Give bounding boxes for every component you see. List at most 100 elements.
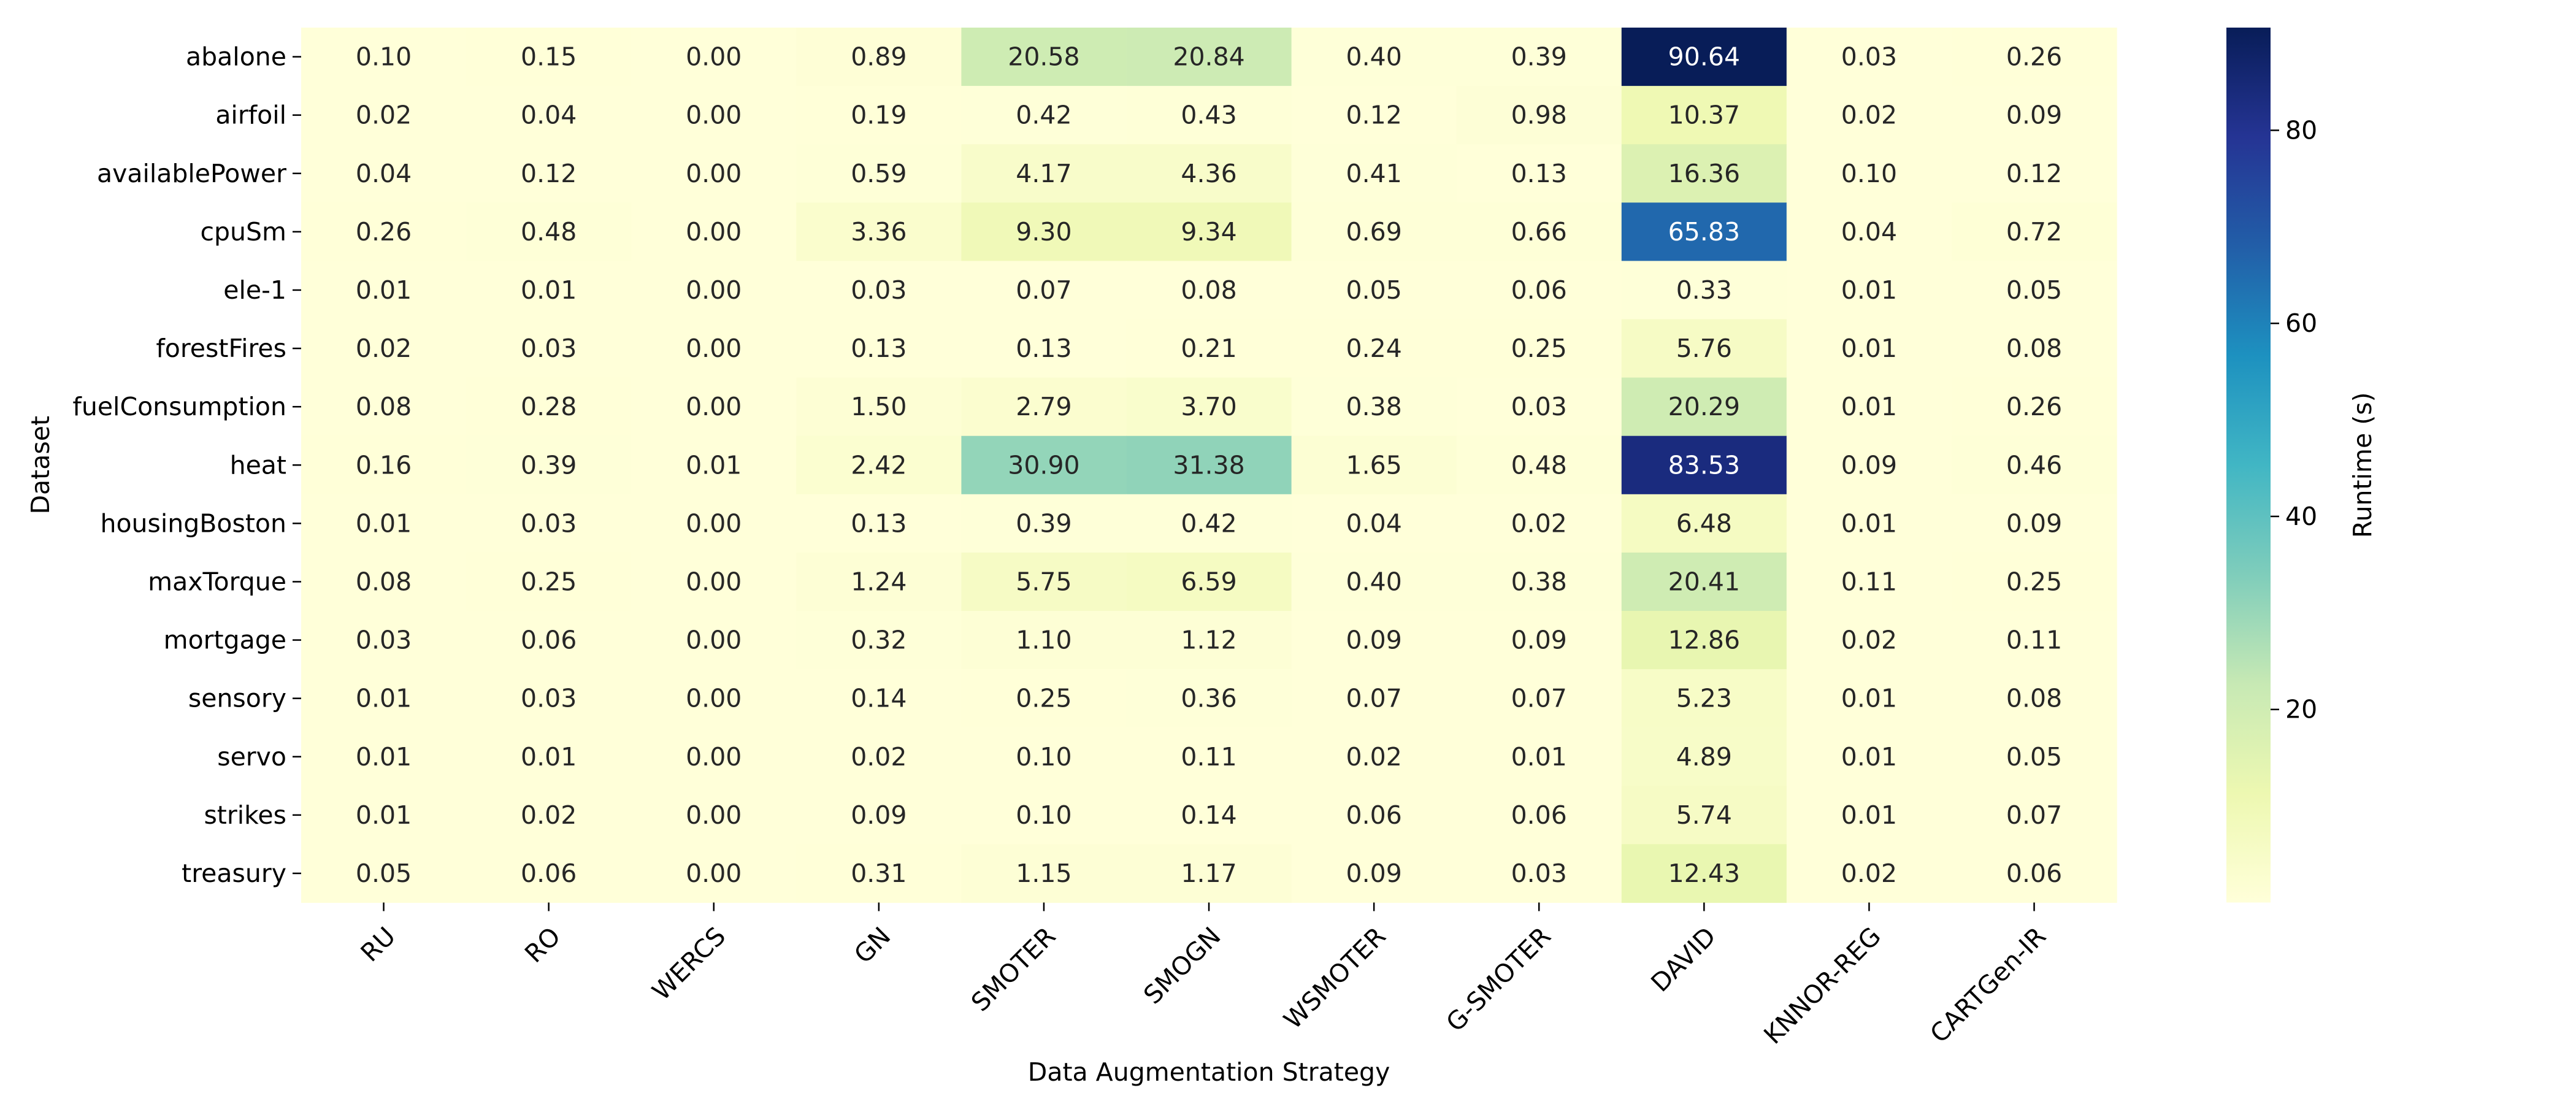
cell-housingboston-knnor-reg [1786,494,1952,553]
cell-treasury-wercs [631,844,797,903]
cell-value-label: 0.07 [1346,684,1402,713]
cell-value-label: 0.03 [356,626,412,655]
cell-treasury-smoter [961,844,1127,903]
cell-value-label: 4.89 [1676,742,1732,772]
cell-value-label: 0.15 [521,42,577,72]
cell-value-label: 0.10 [1841,159,1897,188]
cell-value-label: 0.46 [2006,450,2062,480]
cell-treasury-smogn [1126,844,1292,903]
cell-maxtorque-wsmoter [1291,552,1457,611]
cell-maxtorque-wercs [631,552,797,611]
y-tick-label: servo [217,742,286,772]
cell-value-label: 0.10 [1016,742,1071,772]
y-tick-label: availablePower [97,159,286,188]
cell-value-label: 0.04 [1346,508,1402,538]
cell-servo-smoter [961,727,1127,786]
cell-value-label: 0.13 [1511,159,1567,188]
cell-value-label: 0.00 [686,800,742,830]
cell-value-label: 0.01 [1511,742,1567,772]
cell-availablepower-wsmoter [1291,144,1457,203]
cell-value-label: 0.00 [686,159,742,188]
cell-fuelconsumption-wsmoter [1291,377,1457,437]
cell-value-label: 20.41 [1668,567,1740,596]
cell-mortgage-gn [796,611,962,670]
cell-maxtorque-smoter [961,552,1127,611]
cell-heat-g-smoter [1456,435,1622,495]
cell-value-label: 0.36 [1181,684,1236,713]
cell-value-label: 0.38 [1511,567,1567,596]
cell-value-label: 0.09 [2006,101,2062,130]
cell-value-label: 20.58 [1008,42,1079,72]
cell-strikes-wercs [631,786,797,845]
cell-airfoil-ru [301,86,467,145]
cell-value-label: 0.25 [1016,684,1071,713]
cell-value-label: 0.66 [1511,217,1567,247]
cell-value-label: 0.10 [1016,800,1071,830]
cell-value-label: 0.28 [521,392,577,421]
cell-strikes-smogn [1126,786,1292,845]
y-axis: abalone airfoil availablePower cpuSm ele-1 fo… [72,42,301,888]
cell-availablepower-david [1621,144,1787,203]
cell-housingboston-ru [301,494,467,553]
cell-value-label: 1.17 [1181,859,1236,888]
cell-cpusm-smoter [961,202,1127,261]
cell-ele-1-g-smoter [1456,261,1622,320]
cell-value-label: 0.00 [686,508,742,538]
cell-value-label: 0.33 [1676,275,1732,305]
cell-value-label: 0.11 [1841,567,1897,596]
cell-mortgage-wsmoter [1291,611,1457,670]
cell-value-label: 0.02 [1841,101,1897,130]
cell-abalone-cartgen-ir [1952,28,2117,86]
cell-mortgage-smogn [1126,611,1292,670]
cell-value-label: 2.79 [1016,392,1071,421]
cell-value-label: 1.10 [1016,626,1071,655]
cell-availablepower-g-smoter [1456,144,1622,203]
cell-value-label: 0.06 [1511,800,1567,830]
cell-servo-smogn [1126,727,1292,786]
cell-value-label: 0.31 [851,859,907,888]
cell-value-label: 1.15 [1016,859,1071,888]
cell-treasury-ro [466,844,632,903]
cell-sensory-gn [796,669,962,728]
cell-heat-cartgen-ir [1952,435,2117,495]
cell-value-label: 1.65 [1346,450,1402,480]
cell-abalone-david [1621,28,1787,86]
cell-availablepower-wercs [631,144,797,203]
cell-airfoil-smogn [1126,86,1292,145]
cell-value-label: 0.11 [2006,626,2062,655]
cell-treasury-gn [796,844,962,903]
cell-value-label: 20.29 [1668,392,1740,421]
cell-sensory-ru [301,669,467,728]
cell-value-label: 0.00 [686,275,742,305]
cell-value-label: 90.64 [1668,42,1740,72]
cell-value-label: 0.08 [1181,275,1236,305]
cell-value-labels: 0.10 0.15 0.00 0.89 20.58 20.84 0.40 0.39 90.64 0… [356,42,2062,888]
cell-forestfires-wercs [631,319,797,378]
cell-value-label: 83.53 [1668,450,1740,480]
cell-value-label: 0.07 [1016,275,1071,305]
y-tick-label: abalone [186,42,286,72]
cell-value-label: 0.40 [1346,567,1402,596]
cell-servo-gn [796,727,962,786]
cell-value-label: 1.12 [1181,626,1236,655]
cell-availablepower-ro [466,144,632,203]
cell-fuelconsumption-david [1621,377,1787,437]
cell-value-label: 0.39 [1511,42,1567,72]
cell-value-label: 0.39 [521,450,577,480]
cell-value-label: 12.86 [1668,626,1740,655]
cell-value-label: 0.09 [2006,508,2062,538]
cell-ele-1-smogn [1126,261,1292,320]
cell-value-label: 0.02 [1841,626,1897,655]
cell-fuelconsumption-ro [466,377,632,437]
cell-value-label: 0.08 [356,567,412,596]
cell-value-label: 0.59 [851,159,907,188]
y-axis-label: Dataset [26,416,55,515]
cell-value-label: 0.25 [521,567,577,596]
cell-abalone-ro [466,28,632,86]
cell-value-label: 0.13 [851,334,907,363]
cell-cpusm-ru [301,202,467,261]
x-tick-label: SMOTER [965,921,1061,1017]
cell-maxtorque-ro [466,552,632,611]
cell-abalone-smoter [961,28,1127,86]
cell-strikes-knnor-reg [1786,786,1952,845]
